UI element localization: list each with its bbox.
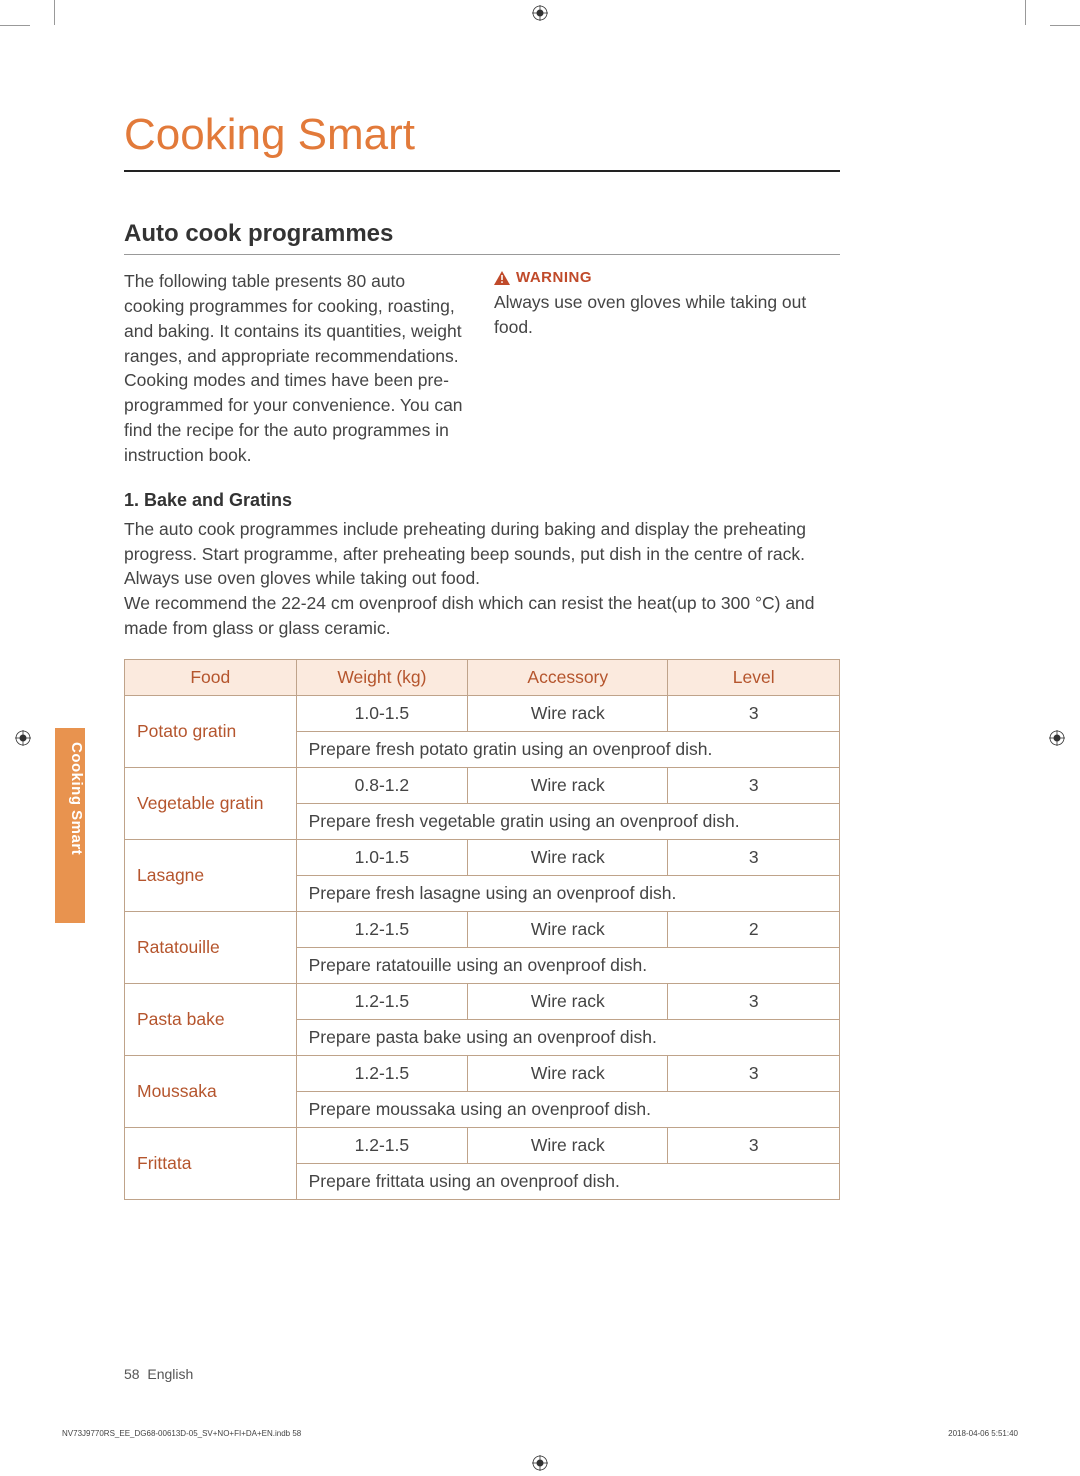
footer-meta-file: NV73J9770RS_EE_DG68-00613D-05_SV+NO+FI+D… <box>62 1429 301 1438</box>
table-column-header: Accessory <box>468 659 668 695</box>
warning-text: Always use oven gloves while taking out … <box>494 290 840 340</box>
table-row: Moussaka1.2-1.5Wire rack3 <box>125 1055 840 1091</box>
registration-mark-icon <box>532 5 548 21</box>
title-rule <box>124 170 840 172</box>
instruction-cell: Prepare ratatouille using an ovenproof d… <box>296 947 839 983</box>
accessory-cell: Wire rack <box>468 911 668 947</box>
level-cell: 2 <box>668 911 840 947</box>
table-row: Vegetable gratin0.8-1.2Wire rack3 <box>125 767 840 803</box>
table-row: Pasta bake1.2-1.5Wire rack3 <box>125 983 840 1019</box>
level-cell: 3 <box>668 983 840 1019</box>
weight-cell: 1.2-1.5 <box>296 1127 468 1163</box>
intro-columns: The following table presents 80 auto coo… <box>124 269 840 468</box>
accessory-cell: Wire rack <box>468 1055 668 1091</box>
footer-meta-date: 2018-04-06 5:51:40 <box>948 1429 1018 1438</box>
crop-mark <box>1050 25 1080 26</box>
instruction-cell: Prepare pasta bake using an ovenproof di… <box>296 1019 839 1055</box>
page-number: 58 <box>124 1366 140 1382</box>
subsection-heading: 1. Bake and Gratins <box>124 490 840 511</box>
table-column-header: Food <box>125 659 297 695</box>
page-footer: 58 English <box>124 1366 193 1382</box>
instruction-cell: Prepare fresh potato gratin using an ove… <box>296 731 839 767</box>
section-title: Auto cook programmes <box>124 220 840 255</box>
food-cell: Vegetable gratin <box>125 767 297 839</box>
table-row: Potato gratin1.0-1.5Wire rack3 <box>125 695 840 731</box>
page-content: Cooking Smart Auto cook programmes The f… <box>124 110 840 1200</box>
table-row: Lasagne1.0-1.5Wire rack3 <box>125 839 840 875</box>
weight-cell: 1.2-1.5 <box>296 983 468 1019</box>
accessory-cell: Wire rack <box>468 1127 668 1163</box>
weight-cell: 1.0-1.5 <box>296 839 468 875</box>
instruction-cell: Prepare moussaka using an ovenproof dish… <box>296 1091 839 1127</box>
food-cell: Lasagne <box>125 839 297 911</box>
subsection-paragraph: The auto cook programmes include preheat… <box>124 517 840 641</box>
crop-mark <box>54 0 55 25</box>
weight-cell: 0.8-1.2 <box>296 767 468 803</box>
registration-mark-icon <box>1049 730 1065 746</box>
weight-cell: 1.2-1.5 <box>296 1055 468 1091</box>
level-cell: 3 <box>668 695 840 731</box>
intro-text: The following table presents 80 auto coo… <box>124 269 470 468</box>
food-cell: Frittata <box>125 1127 297 1199</box>
accessory-cell: Wire rack <box>468 983 668 1019</box>
level-cell: 3 <box>668 1055 840 1091</box>
table-column-header: Level <box>668 659 840 695</box>
instruction-cell: Prepare fresh vegetable gratin using an … <box>296 803 839 839</box>
accessory-cell: Wire rack <box>468 839 668 875</box>
food-cell: Ratatouille <box>125 911 297 983</box>
page-title: Cooking Smart <box>124 110 840 160</box>
level-cell: 3 <box>668 1127 840 1163</box>
section-tab-label: Cooking Smart <box>55 742 85 855</box>
accessory-cell: Wire rack <box>468 767 668 803</box>
registration-mark-icon <box>15 730 31 746</box>
warning-icon <box>494 271 510 285</box>
table-header-row: FoodWeight (kg)AccessoryLevel <box>125 659 840 695</box>
warning-label: WARNING <box>516 269 592 286</box>
crop-mark <box>1025 0 1026 25</box>
registration-mark-icon <box>532 1455 548 1471</box>
cooking-table: FoodWeight (kg)AccessoryLevel Potato gra… <box>124 659 840 1200</box>
food-cell: Potato gratin <box>125 695 297 767</box>
food-cell: Pasta bake <box>125 983 297 1055</box>
weight-cell: 1.0-1.5 <box>296 695 468 731</box>
weight-cell: 1.2-1.5 <box>296 911 468 947</box>
crop-mark <box>0 25 30 26</box>
level-cell: 3 <box>668 839 840 875</box>
level-cell: 3 <box>668 767 840 803</box>
page-language: English <box>147 1366 193 1382</box>
table-column-header: Weight (kg) <box>296 659 468 695</box>
table-row: Ratatouille1.2-1.5Wire rack2 <box>125 911 840 947</box>
instruction-cell: Prepare fresh lasagne using an ovenproof… <box>296 875 839 911</box>
warning-block: WARNING Always use oven gloves while tak… <box>494 269 840 468</box>
accessory-cell: Wire rack <box>468 695 668 731</box>
instruction-cell: Prepare frittata using an ovenproof dish… <box>296 1163 839 1199</box>
food-cell: Moussaka <box>125 1055 297 1127</box>
table-row: Frittata1.2-1.5Wire rack3 <box>125 1127 840 1163</box>
